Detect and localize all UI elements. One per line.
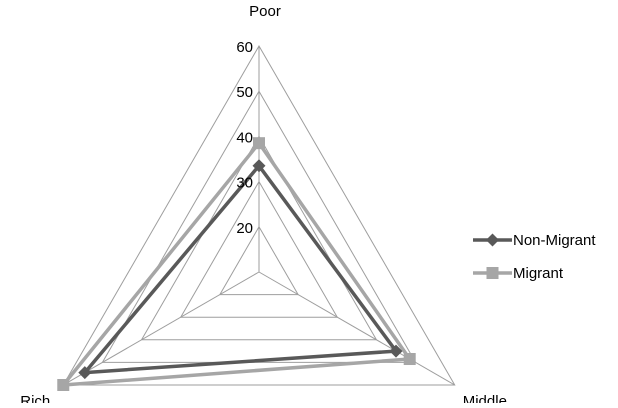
radial-tick-label: 40 xyxy=(236,129,253,146)
spoke-middle xyxy=(258,271,455,386)
data-point-non-migrant-rich xyxy=(78,366,92,380)
spoke-rich xyxy=(63,271,260,386)
data-point-migrant-poor xyxy=(253,137,265,150)
legend-marker-non-migrant xyxy=(486,233,499,247)
grid-ring-60 xyxy=(62,44,456,386)
radial-tick-label: 30 xyxy=(236,175,253,192)
legend-item-non-migrant: Non-Migrant xyxy=(473,232,596,249)
axis-label-poor: Poor xyxy=(249,3,281,20)
data-point-migrant-middle xyxy=(403,353,416,366)
series-non-migrant xyxy=(78,159,403,380)
radial-tick-label: 20 xyxy=(236,220,253,237)
axis-label-rich: Rich xyxy=(20,393,50,403)
legend-item-migrant: Migrant xyxy=(473,265,564,282)
data-point-non-migrant-middle xyxy=(389,344,403,358)
legend-marker-migrant xyxy=(486,267,499,279)
data-point-non-migrant-poor xyxy=(252,159,266,173)
grid-ring-20 xyxy=(218,225,300,296)
radial-tick-label: 60 xyxy=(236,39,253,56)
legend-label-migrant: Migrant xyxy=(513,265,564,282)
series-migrant xyxy=(57,137,416,391)
radial-tick-label: 50 xyxy=(236,84,253,101)
series-line-migrant xyxy=(61,141,412,387)
grid-ring-50 xyxy=(101,90,417,363)
data-point-migrant-rich xyxy=(57,379,70,391)
grid-ring-30 xyxy=(179,180,339,318)
axis-label-middle: Middle xyxy=(463,393,507,403)
series-line-non-migrant xyxy=(83,164,398,375)
legend-label-non-migrant: Non-Migrant xyxy=(513,232,596,249)
